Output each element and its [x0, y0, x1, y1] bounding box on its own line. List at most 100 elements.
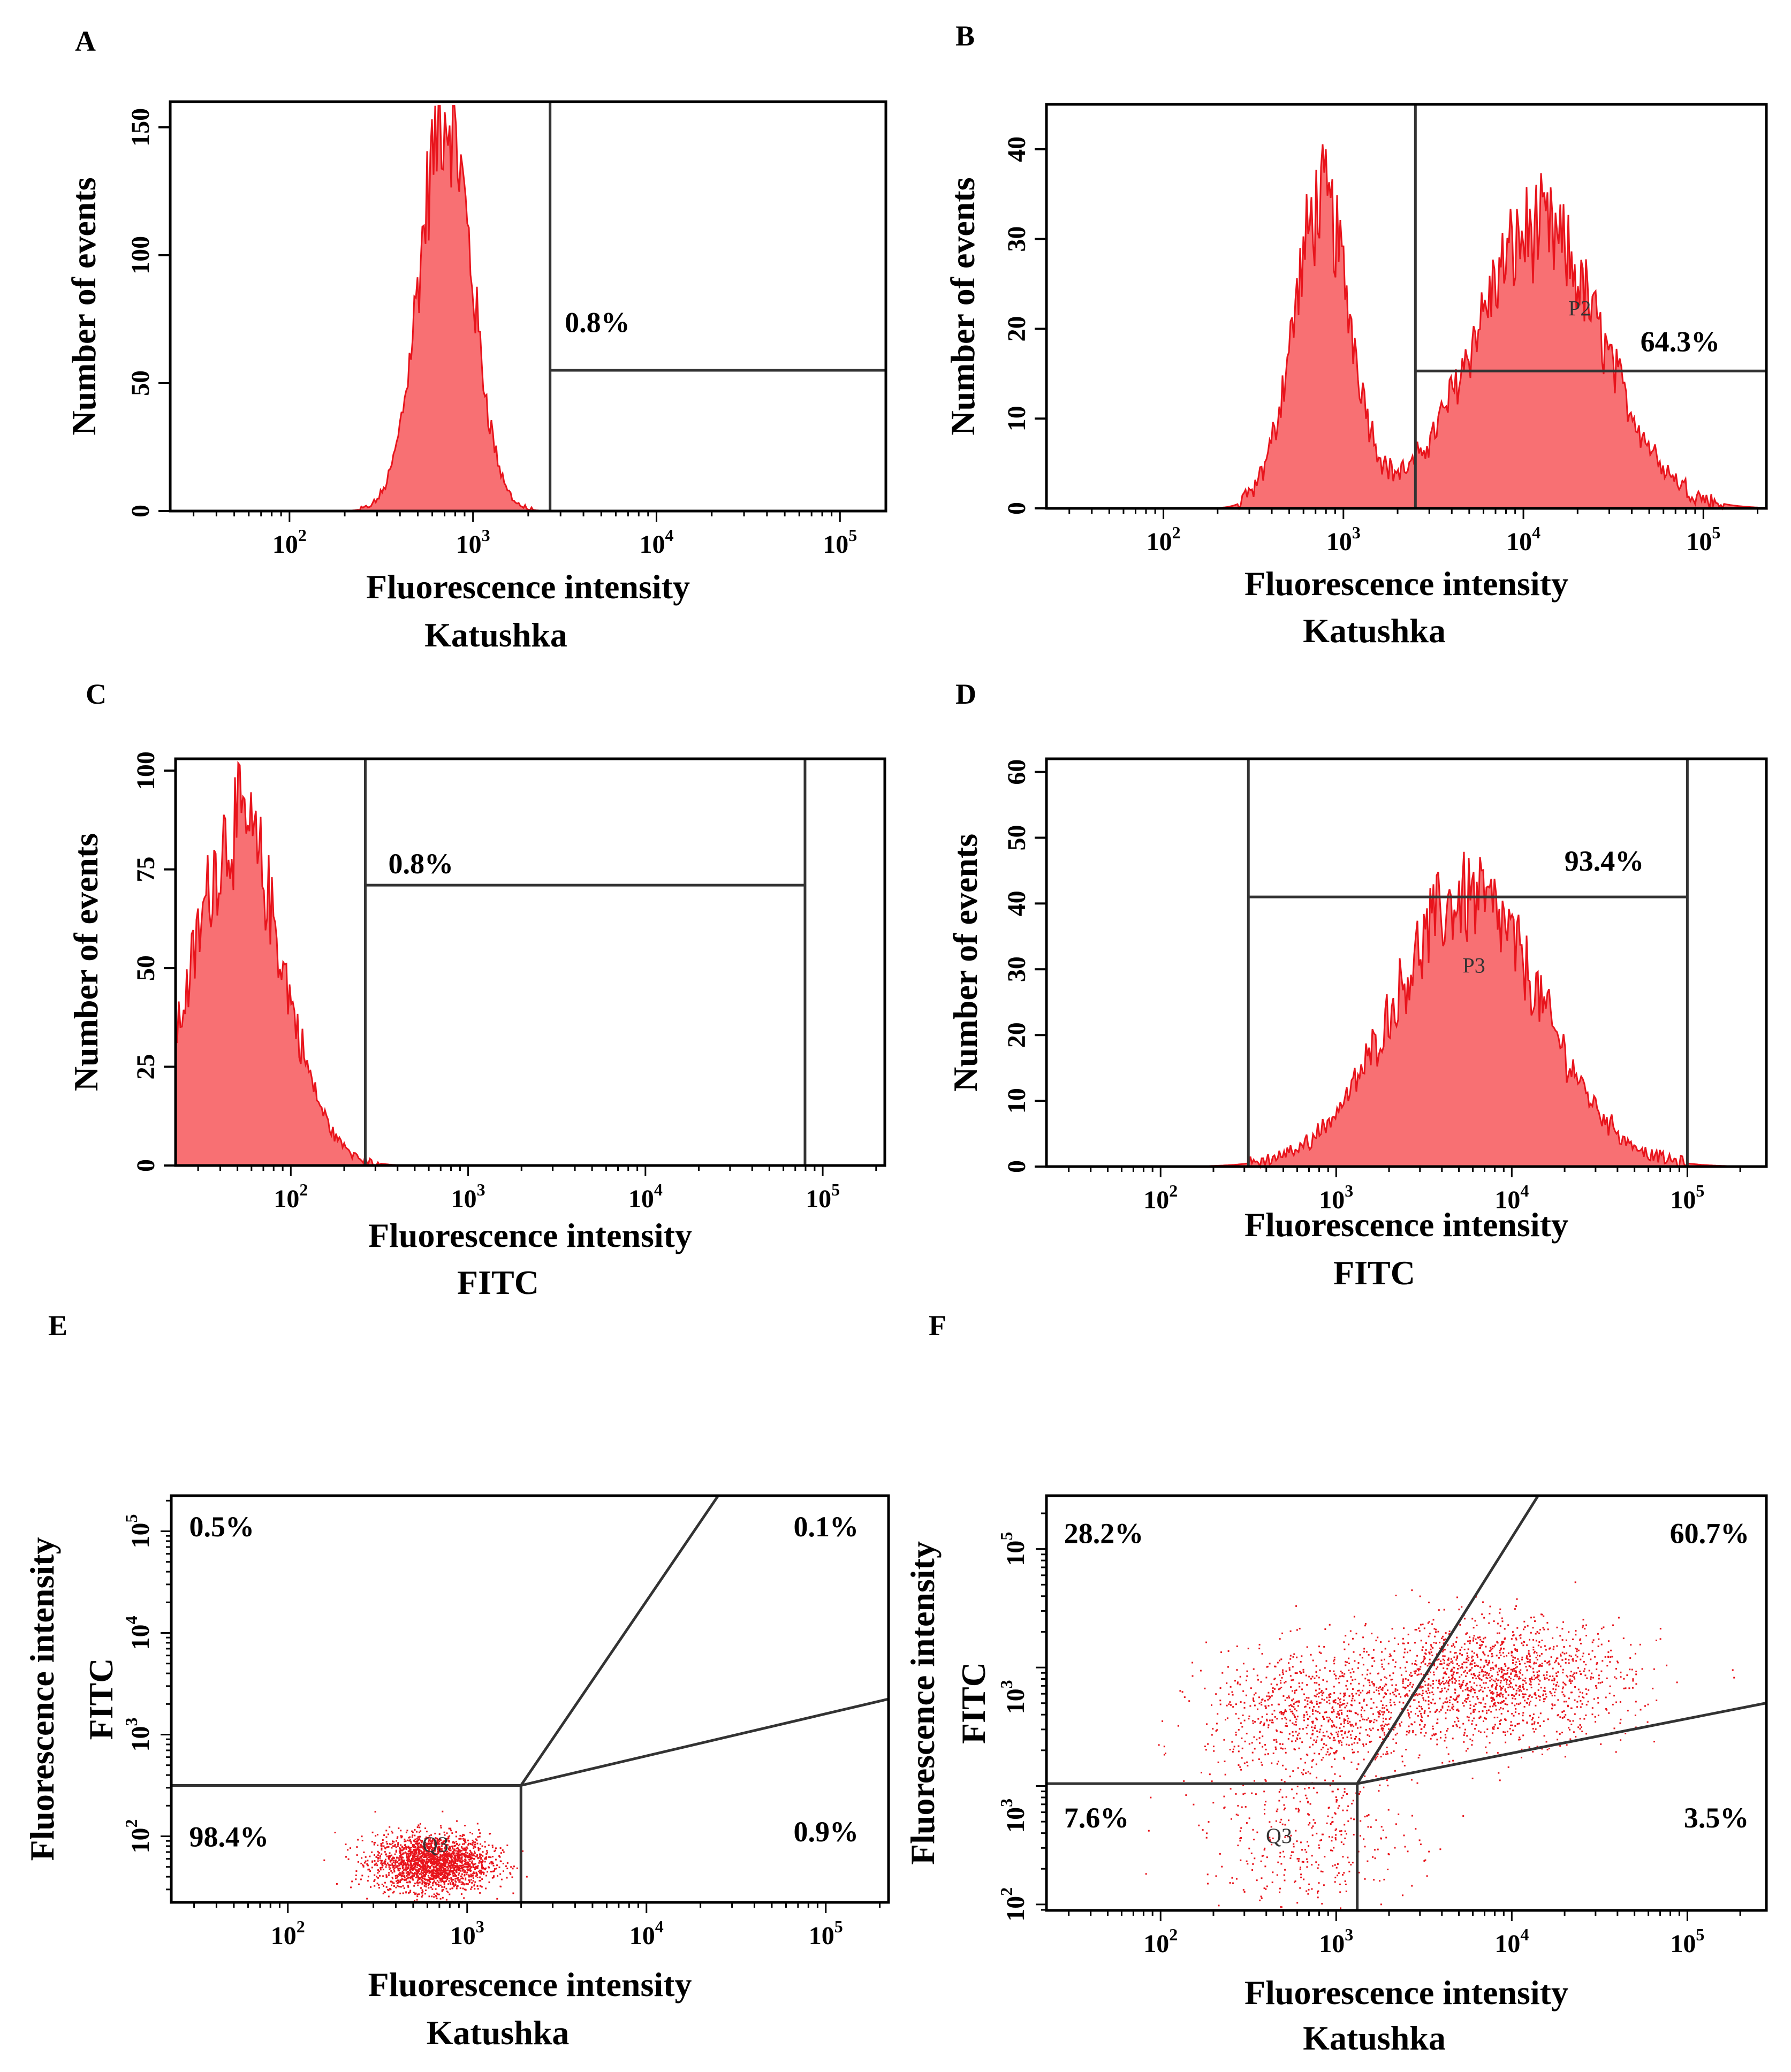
event-dot: [1581, 1703, 1583, 1705]
event-dot: [1393, 1701, 1395, 1703]
event-dot: [1268, 1705, 1270, 1707]
event-dot: [1226, 1717, 1228, 1719]
event-dot: [1579, 1718, 1581, 1720]
event-dot: [1509, 1733, 1512, 1735]
event-dot: [1412, 1684, 1414, 1686]
event-dot: [483, 1873, 485, 1875]
event-dot: [1312, 1743, 1314, 1746]
event-dot: [467, 1839, 469, 1841]
event-dot: [1425, 1690, 1427, 1693]
event-dot: [452, 1848, 454, 1850]
event-dot: [476, 1873, 478, 1875]
event-dot: [1411, 1663, 1414, 1665]
event-dot: [1192, 1675, 1194, 1677]
event-dot: [1537, 1655, 1538, 1657]
event-dot: [1439, 1736, 1441, 1739]
event-dot: [1289, 1675, 1292, 1677]
event-dot: [438, 1856, 441, 1858]
event-dot: [465, 1854, 467, 1856]
event-dot: [477, 1849, 480, 1852]
event-dot: [407, 1853, 409, 1855]
event-dot: [1378, 1716, 1380, 1718]
event-dot: [479, 1855, 481, 1857]
event-dot: [1406, 1734, 1408, 1736]
event-dot: [1382, 1704, 1384, 1707]
event-dot: [1546, 1671, 1548, 1673]
event-dot: [464, 1855, 466, 1857]
event-dot: [1451, 1658, 1452, 1660]
event-dot: [398, 1874, 400, 1876]
event-dot: [1253, 1699, 1254, 1701]
event-dot: [1430, 1738, 1432, 1740]
event-dot: [1479, 1716, 1482, 1718]
event-dot: [1309, 1746, 1311, 1748]
event-dot: [414, 1867, 416, 1869]
event-dot: [450, 1867, 452, 1869]
y-tick-label: 20: [1003, 316, 1031, 341]
event-dot: [1521, 1748, 1523, 1750]
event-dot: [408, 1860, 410, 1862]
event-dot: [431, 1854, 433, 1856]
event-dot: [496, 1898, 498, 1900]
event-dot: [391, 1831, 393, 1832]
event-dot: [441, 1842, 443, 1844]
event-dot: [1469, 1662, 1471, 1664]
event-dot: [446, 1866, 448, 1868]
event-dot: [385, 1836, 388, 1838]
event-dot: [1402, 1702, 1405, 1704]
event-dot: [409, 1850, 411, 1853]
event-dot: [410, 1863, 412, 1865]
event-dot: [1333, 1724, 1335, 1726]
event-dot: [1512, 1670, 1514, 1672]
event-dot: [1447, 1688, 1450, 1690]
event-dot: [502, 1863, 504, 1864]
event-dot: [459, 1870, 461, 1872]
event-dot: [1574, 1699, 1576, 1701]
event-dot: [1585, 1688, 1587, 1690]
event-dot: [1613, 1695, 1615, 1697]
event-dot: [1302, 1669, 1304, 1671]
event-dot: [1334, 1881, 1336, 1883]
event-dot: [371, 1851, 373, 1853]
event-dot: [1439, 1731, 1441, 1733]
event-dot: [1292, 1734, 1294, 1736]
event-dot: [1551, 1693, 1553, 1695]
event-dot: [1337, 1733, 1339, 1735]
event-dot: [1647, 1703, 1649, 1705]
event-dot: [1298, 1700, 1300, 1702]
event-dot: [1352, 1751, 1354, 1754]
event-dot: [1437, 1722, 1439, 1724]
event-dot: [451, 1864, 453, 1867]
event-dot: [403, 1887, 405, 1890]
event-dot: [402, 1868, 404, 1870]
event-dot: [416, 1862, 418, 1864]
event-dot: [1519, 1736, 1521, 1739]
event-dot: [1652, 1687, 1654, 1689]
event-dot: [437, 1858, 439, 1861]
event-dot: [1369, 1690, 1370, 1692]
event-dot: [394, 1864, 397, 1866]
event-dot: [399, 1879, 401, 1881]
event-dot: [1359, 1738, 1360, 1740]
event-dot: [418, 1837, 420, 1839]
event-dot: [1384, 1734, 1386, 1736]
event-dot: [444, 1869, 445, 1871]
event-dot: [1477, 1697, 1479, 1700]
event-dot: [1321, 1690, 1323, 1692]
event-dot: [1430, 1646, 1432, 1648]
event-dot: [1503, 1679, 1505, 1681]
event-dot: [415, 1862, 417, 1864]
event-dot: [408, 1861, 411, 1863]
event-dot: [355, 1870, 358, 1872]
event-dot: [356, 1854, 358, 1856]
event-dot: [1389, 1693, 1391, 1695]
event-dot: [1556, 1645, 1558, 1647]
event-dot: [447, 1852, 449, 1854]
event-dot: [449, 1865, 451, 1868]
event-dot: [1285, 1670, 1287, 1672]
event-dot: [440, 1850, 442, 1853]
event-dot: [1438, 1609, 1440, 1611]
event-dot: [1321, 1738, 1323, 1740]
event-dot: [1594, 1716, 1596, 1718]
event-dot: [1547, 1718, 1549, 1720]
